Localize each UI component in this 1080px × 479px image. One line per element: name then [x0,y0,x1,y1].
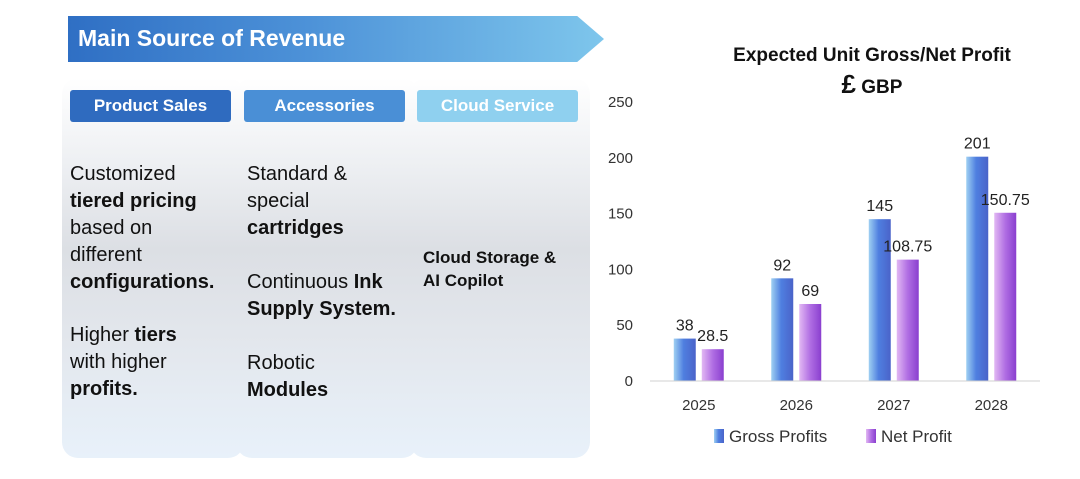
legend-gross-label: Gross Profits [729,427,827,446]
net-profit-bar [896,259,919,381]
product-sales-block: Customized tiered pricing based on diffe… [70,163,215,293]
legend-net-swatch [866,429,876,443]
currency-code: GBP [861,77,903,98]
product-sales-description: Customized tiered pricing based on diffe… [70,161,225,403]
chart-subtitle: £ GBP [700,70,1044,102]
chart-title: Expected Unit Gross/Net Profit £ GBP [700,42,1044,102]
x-tick-label: 2027 [877,397,910,414]
gross-profit-bar [966,156,989,381]
gross-profit-bar [771,278,794,381]
gross-profit-label: 201 [964,136,991,153]
accessories-block: Standard & special cartridges [247,163,348,239]
cloud-service-header: Cloud Service [417,90,578,122]
accessories-block: Continuous Ink Supply System. [247,271,396,320]
gross-profit-label: 145 [866,198,893,215]
y-tick-label: 100 [608,261,633,278]
net-profit-bar [994,212,1017,381]
net-profit-bar [799,303,822,381]
y-tick-label: 0 [625,373,633,390]
gross-profit-label: 38 [676,318,694,335]
gross-profit-label: 92 [773,257,791,274]
y-tick-label: 150 [608,206,633,223]
gross-profit-bar [673,338,696,381]
y-tick-label: 200 [608,150,633,167]
chart-title-text: Expected Unit Gross/Net Profit [733,45,1011,66]
section-banner: Main Source of Revenue [68,16,604,62]
x-tick-label: 2025 [682,397,715,414]
legend-gross-swatch [714,429,724,443]
net-profit-label: 150.75 [981,192,1030,209]
x-tick-label: 2026 [780,397,813,414]
y-tick-label: 50 [616,317,633,334]
x-tick-label: 2028 [975,397,1008,414]
banner-title: Main Source of Revenue [78,25,346,51]
currency-symbol: £ [841,69,856,99]
product-sales-block: Higher tiers with higher profits. [70,324,177,400]
net-profit-bar [701,349,724,381]
net-profit-label: 69 [801,283,819,300]
accessories-panel [236,78,418,458]
gross-profit-bar [868,219,891,381]
y-tick-label: 250 [608,94,633,111]
product-sales-panel [62,78,244,458]
net-profit-label: 28.5 [697,328,728,345]
accessories-block: Robotic Modules [247,352,329,401]
net-profit-label: 108.75 [883,239,932,256]
cloud-service-description: Cloud Storage & AI Copilot [423,248,557,290]
cloud-service-panel [410,78,590,458]
product-sales-header: Product Sales [70,90,231,122]
accessories-description: Standard & special cartridges Continuous… [247,161,407,404]
legend-net-label: Net Profit [881,427,952,446]
accessories-header: Accessories [244,90,405,122]
